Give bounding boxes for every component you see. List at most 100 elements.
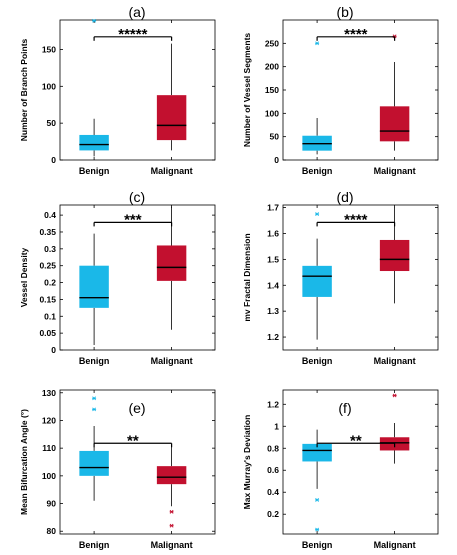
panel-f: 0.2 0.4 0.6 0.8 1 1.2 Benign Malignant Max Murra…	[242, 389, 439, 550]
axes-box	[282, 204, 439, 351]
y-axis-label: Vessel Density	[19, 247, 29, 307]
y-tick-label: 0.6	[267, 465, 279, 475]
x-category-label: Malignant	[151, 356, 193, 366]
axes-box	[282, 389, 439, 535]
y-tick-label: 50	[47, 118, 57, 128]
box-malignant	[379, 207, 410, 304]
y-tick-label: 120	[42, 415, 56, 425]
outlier-point	[315, 212, 320, 216]
y-tick-label: 150	[42, 44, 56, 54]
panel-e: 80 90 100 110 120 130 Benign Malignant Mean Bifu…	[19, 388, 216, 550]
y-tick-label: 1.2	[267, 399, 279, 409]
y-tick-label: 0.05	[39, 328, 56, 338]
y-tick-label: 0.4	[267, 487, 279, 497]
panel-label: (a)	[128, 4, 145, 20]
box-benign	[302, 429, 332, 532]
y-tick-label: 0.4	[44, 210, 56, 220]
significance-bracket: ***	[93, 211, 173, 228]
y-tick-label: 100	[42, 81, 56, 91]
y-tick-label: 200	[265, 62, 279, 72]
significance-bracket: **	[316, 432, 396, 449]
outlier-point	[392, 393, 397, 398]
y-tick-label: 100	[265, 108, 279, 118]
panel-d: 1.2 1.3 1.4 1.5 1.6 1.7 Benign Malignant mv Frac…	[242, 189, 439, 366]
panel-label: (f)	[338, 400, 351, 416]
y-tick-label: 0	[274, 155, 279, 165]
y-tick-label: 0	[51, 155, 56, 165]
axes-box	[59, 204, 216, 351]
outlier-point	[92, 407, 97, 412]
outlier-point	[92, 18, 97, 23]
significance-stars: *****	[118, 26, 147, 43]
box-malignant	[156, 206, 187, 330]
y-tick-label: 90	[47, 499, 57, 509]
y-tick-label: 0.2	[267, 509, 279, 519]
box-body	[79, 450, 109, 476]
y-tick-label: 50	[270, 132, 280, 142]
y-tick-label: 0	[51, 345, 56, 355]
y-tick-label: 1.4	[267, 280, 279, 290]
box-body	[79, 134, 109, 151]
significance-stars: **	[127, 432, 139, 449]
y-tick-label: 0.3	[44, 244, 56, 254]
y-tick-label: 1.6	[267, 228, 279, 238]
box-body	[379, 239, 410, 272]
x-category-label: Malignant	[374, 540, 416, 550]
y-tick-label: 0.25	[39, 261, 56, 271]
x-category-label: Benign	[302, 166, 333, 176]
outlier-point	[169, 523, 174, 528]
axes-box	[59, 389, 216, 535]
outlier-point	[169, 509, 174, 514]
box-benign	[302, 41, 332, 155]
y-axis-label: Number of Vessel Segments	[242, 33, 252, 148]
y-tick-label: 150	[265, 85, 279, 95]
panel-a: 0 50 100 150 Benign Malignant Number of Branch…	[19, 4, 216, 176]
x-category-label: Malignant	[151, 540, 193, 550]
significance-stars: **	[350, 432, 362, 449]
box-body	[79, 265, 109, 308]
y-tick-label: 1.3	[267, 306, 279, 316]
y-axis-label: Max Murray's Deviation	[242, 415, 252, 510]
box-body	[156, 95, 187, 141]
box-malignant	[379, 34, 410, 151]
box-malignant	[379, 393, 410, 464]
box-body	[302, 443, 332, 462]
significance-stars: ****	[344, 26, 368, 43]
box-benign	[79, 18, 109, 157]
y-axis-label: mv Fractal Dimension	[242, 233, 252, 321]
box-body	[302, 265, 332, 297]
outlier-point	[315, 498, 320, 502]
y-tick-label: 1	[274, 421, 279, 431]
significance-stars: ***	[124, 211, 142, 228]
x-category-label: Malignant	[151, 166, 193, 176]
y-tick-label: 110	[42, 443, 56, 453]
panel-label: (c)	[129, 189, 145, 205]
panel-c: 0 0.05 0.1 0.15 0.2 0.25 0.3 0.35 0.4 Benign Malig…	[19, 189, 216, 366]
y-tick-label: 130	[42, 388, 56, 398]
significance-bracket: **	[93, 432, 173, 449]
panel-label: (e)	[128, 400, 145, 416]
significance-bracket: ****	[316, 26, 396, 43]
axes-box	[59, 19, 216, 161]
y-tick-label: 1.2	[267, 332, 279, 342]
outlier-point	[315, 41, 320, 46]
x-category-label: Benign	[302, 540, 333, 550]
box-benign	[79, 233, 109, 345]
box-body	[156, 245, 187, 281]
y-tick-label: 1.5	[267, 254, 279, 264]
panel-label: (d)	[336, 189, 353, 205]
box-benign	[302, 212, 332, 340]
y-tick-label: 0.35	[39, 227, 56, 237]
box-benign	[79, 396, 109, 501]
x-category-label: Malignant	[374, 166, 416, 176]
box-malignant	[156, 445, 187, 528]
significance-bracket: ****	[316, 211, 396, 228]
x-category-label: Benign	[79, 540, 110, 550]
y-tick-label: 0.8	[267, 443, 279, 453]
y-tick-label: 80	[47, 526, 57, 536]
significance-stars: ****	[344, 211, 368, 228]
y-tick-label: 250	[265, 38, 279, 48]
x-category-label: Benign	[79, 356, 110, 366]
